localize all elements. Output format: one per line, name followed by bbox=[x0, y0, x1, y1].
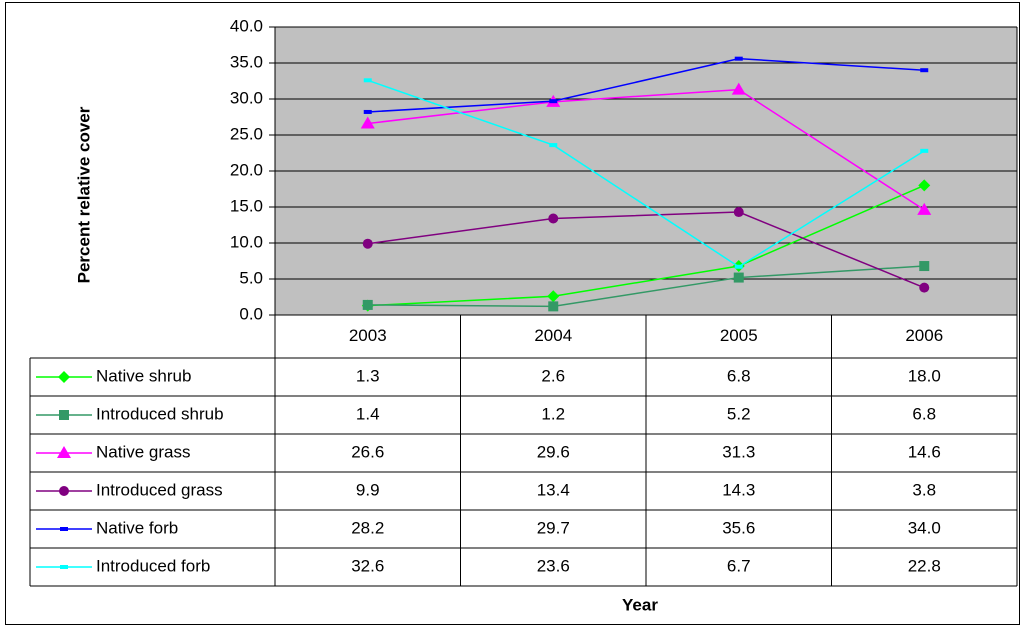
marker bbox=[60, 527, 68, 531]
marker bbox=[57, 446, 71, 458]
marker bbox=[917, 202, 932, 215]
table-value: 35.6 bbox=[722, 518, 755, 537]
table-value: 22.8 bbox=[908, 556, 941, 575]
marker bbox=[731, 82, 746, 95]
legend-label: Native grass bbox=[96, 442, 190, 461]
marker bbox=[363, 78, 372, 83]
table-value: 6.7 bbox=[727, 556, 751, 575]
table-value: 14.3 bbox=[722, 480, 755, 499]
table-value: 26.6 bbox=[351, 442, 384, 461]
table-value: 9.9 bbox=[356, 480, 380, 499]
marker bbox=[919, 282, 930, 293]
y-axis-title: Percent relative cover bbox=[74, 106, 93, 283]
marker bbox=[360, 116, 375, 129]
marker bbox=[733, 207, 744, 218]
x-tick-label: 2005 bbox=[720, 326, 758, 345]
marker bbox=[59, 486, 69, 496]
legend-label: Introduced forb bbox=[96, 556, 210, 575]
table-value: 14.6 bbox=[908, 442, 941, 461]
marker bbox=[918, 179, 931, 192]
table-value: 6.8 bbox=[912, 404, 936, 423]
marker bbox=[60, 565, 68, 569]
marker bbox=[58, 371, 70, 383]
marker bbox=[547, 290, 560, 303]
marker bbox=[733, 272, 744, 283]
y-tick-label: 0.0 bbox=[239, 304, 263, 323]
table-value: 3.8 bbox=[912, 480, 936, 499]
table-value: 34.0 bbox=[908, 518, 941, 537]
table-value: 28.2 bbox=[351, 518, 384, 537]
legend-label: Native shrub bbox=[96, 366, 191, 385]
legend-label: Introduced shrub bbox=[96, 404, 224, 423]
table-value: 23.6 bbox=[537, 556, 570, 575]
table-value: 18.0 bbox=[908, 366, 941, 385]
series-line bbox=[367, 211, 925, 289]
marker bbox=[549, 143, 558, 148]
x-tick-label: 2004 bbox=[534, 326, 572, 345]
marker bbox=[549, 99, 558, 104]
x-tick-label: 2006 bbox=[905, 326, 943, 345]
table-value: 1.4 bbox=[356, 404, 380, 423]
x-tick-label: 2003 bbox=[349, 326, 387, 345]
y-tick-label: 10.0 bbox=[230, 232, 263, 251]
marker bbox=[548, 301, 559, 312]
marker bbox=[59, 410, 69, 420]
marker bbox=[920, 148, 929, 153]
legend-label: Introduced grass bbox=[96, 480, 223, 499]
marker bbox=[734, 264, 743, 269]
table-value: 2.6 bbox=[541, 366, 565, 385]
y-tick-label: 40.0 bbox=[230, 16, 263, 35]
series-line bbox=[367, 79, 925, 268]
table-value: 5.2 bbox=[727, 404, 751, 423]
marker bbox=[920, 68, 929, 73]
y-tick-label: 20.0 bbox=[230, 160, 263, 179]
table-value: 29.6 bbox=[537, 442, 570, 461]
marker bbox=[362, 238, 373, 249]
marker bbox=[362, 299, 373, 310]
marker bbox=[919, 261, 930, 272]
series-line bbox=[367, 184, 925, 307]
table-value: 1.3 bbox=[356, 366, 380, 385]
marker bbox=[548, 213, 559, 224]
table-value: 29.7 bbox=[537, 518, 570, 537]
table-value: 6.8 bbox=[727, 366, 751, 385]
y-tick-label: 15.0 bbox=[230, 196, 263, 215]
y-tick-label: 35.0 bbox=[230, 52, 263, 71]
table-value: 31.3 bbox=[722, 442, 755, 461]
table-value: 13.4 bbox=[537, 480, 570, 499]
y-tick-label: 30.0 bbox=[230, 88, 263, 107]
marker bbox=[734, 56, 743, 61]
marker bbox=[363, 109, 372, 114]
series-line bbox=[367, 57, 925, 113]
series-line bbox=[367, 265, 925, 308]
y-tick-label: 25.0 bbox=[230, 124, 263, 143]
y-tick-label: 5.0 bbox=[239, 268, 263, 287]
legend-label: Native forb bbox=[96, 518, 178, 537]
table-value: 1.2 bbox=[541, 404, 565, 423]
x-axis-title: Year bbox=[622, 595, 658, 614]
table-value: 32.6 bbox=[351, 556, 384, 575]
